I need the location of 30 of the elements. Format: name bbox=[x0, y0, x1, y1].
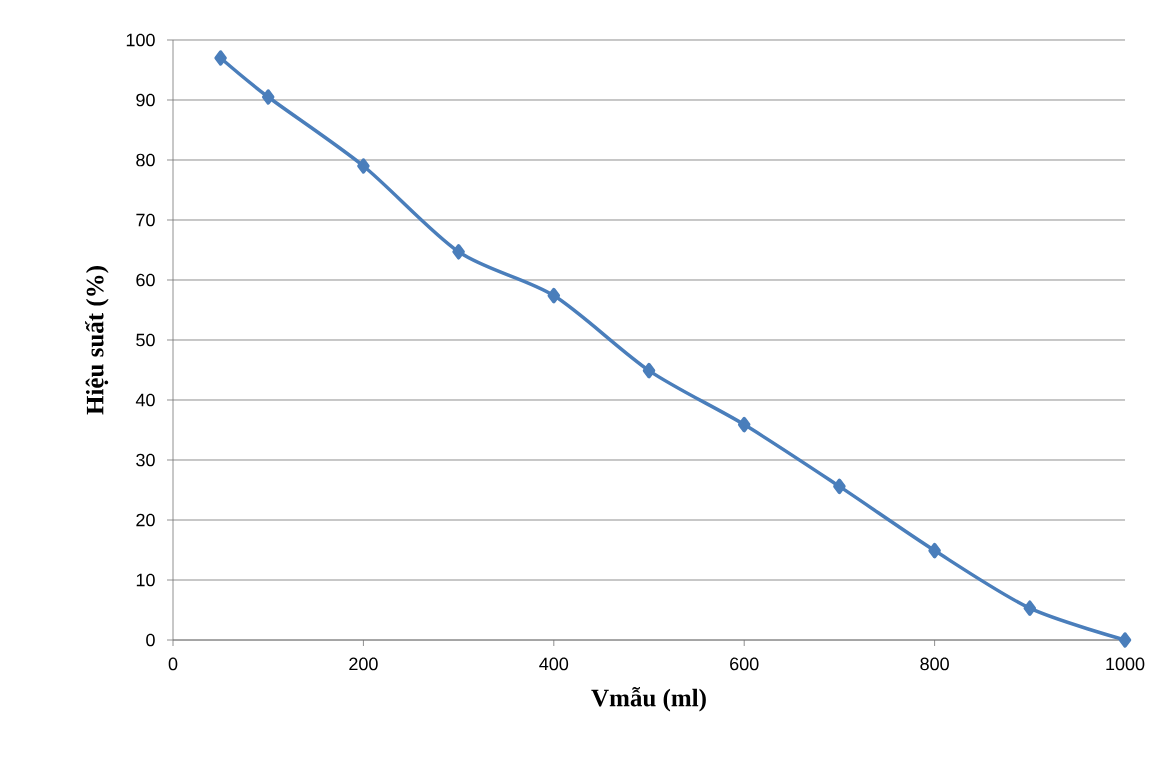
y-tick-label: 100 bbox=[126, 33, 155, 47]
y-axis-title: Hiệu suất (%) bbox=[85, 266, 109, 415]
point bbox=[214, 50, 227, 66]
x-tick-label: 200 bbox=[349, 657, 378, 671]
point bbox=[737, 416, 751, 433]
y-tick-label: 50 bbox=[136, 333, 155, 347]
y-tick-label: 10 bbox=[136, 573, 155, 587]
point bbox=[1023, 600, 1037, 616]
y-tick-label: 70 bbox=[136, 213, 155, 227]
x-tick-label: 600 bbox=[730, 657, 759, 671]
point bbox=[928, 542, 941, 559]
point bbox=[547, 287, 561, 304]
y-tick-label: 90 bbox=[136, 93, 155, 107]
point bbox=[833, 478, 846, 495]
point bbox=[261, 89, 275, 105]
point bbox=[452, 244, 465, 260]
point bbox=[357, 158, 370, 174]
y-tick-label: 30 bbox=[136, 453, 155, 467]
x-axis-title: Vmẫu (ml) bbox=[591, 687, 706, 712]
x-tick-label: 0 bbox=[168, 657, 178, 671]
x-tick-label: 400 bbox=[539, 657, 569, 671]
x-tick-label: 1000 bbox=[1106, 657, 1145, 671]
x-tick-label: 800 bbox=[920, 657, 949, 671]
point bbox=[642, 362, 656, 379]
y-tick-label: 40 bbox=[135, 393, 155, 407]
y-tick-label: 80 bbox=[136, 153, 155, 167]
point bbox=[1118, 632, 1132, 648]
y-tick-label: 60 bbox=[136, 273, 155, 287]
y-tick-label: 0 bbox=[146, 633, 155, 647]
y-tick-label: 20 bbox=[136, 513, 155, 527]
